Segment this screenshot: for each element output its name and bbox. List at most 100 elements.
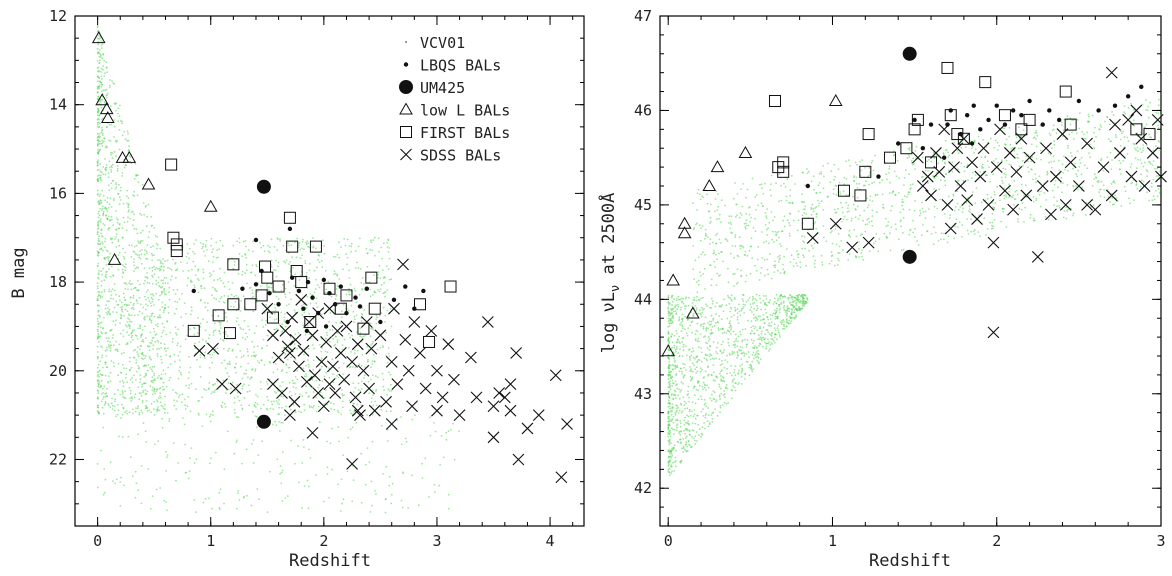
lbqs-bals-point: [357, 304, 363, 309]
vcv01-point: [368, 392, 371, 395]
vcv01-point: [254, 401, 257, 404]
vcv01-point: [370, 480, 373, 483]
vcv01-point: [1103, 189, 1105, 191]
vcv01-point: [946, 241, 949, 244]
sdss-bals-point: [357, 364, 370, 377]
vcv01-point: [687, 393, 690, 395]
vcv01-point: [709, 353, 711, 356]
vcv01-point: [238, 241, 241, 244]
vcv01-point: [283, 260, 285, 263]
vcv01-point: [146, 244, 149, 247]
sdss-bals-point: [470, 391, 483, 404]
vcv01-point: [699, 309, 701, 311]
vcv01-point: [1053, 143, 1056, 146]
vcv01-point: [152, 294, 155, 297]
vcv01-point: [783, 215, 786, 218]
vcv01-point: [843, 176, 846, 179]
vcv01-point: [371, 374, 374, 376]
vcv01-point: [298, 410, 301, 413]
vcv01-point: [715, 399, 718, 401]
vcv01-point: [122, 391, 124, 394]
vcv01-point: [733, 371, 736, 374]
vcv01-point: [117, 374, 120, 377]
vcv01-point: [102, 267, 105, 270]
vcv01-point: [101, 90, 103, 93]
vcv01-point: [760, 308, 762, 311]
vcv01-point: [299, 393, 301, 396]
vcv01-point: [681, 313, 684, 316]
vcv01-point: [168, 267, 171, 270]
vcv01-point: [251, 289, 254, 291]
vcv01-point: [667, 330, 670, 333]
vcv01-point: [697, 381, 700, 384]
vcv01-point: [390, 502, 393, 505]
vcv01-point: [1018, 208, 1021, 210]
vcv01-point: [718, 385, 721, 388]
vcv01-point: [375, 314, 378, 317]
vcv01-point: [210, 457, 212, 460]
vcv01-point: [106, 126, 108, 128]
vcv01-point: [151, 259, 154, 262]
vcv01-point: [686, 445, 688, 448]
vcv01-point: [672, 314, 675, 317]
vcv01-point: [718, 238, 721, 241]
vcv01-point: [294, 333, 297, 335]
vcv01-point: [146, 390, 149, 393]
vcv01-point: [107, 307, 109, 309]
vcv01-point: [115, 246, 118, 248]
vcv01-point: [295, 256, 298, 259]
vcv01-point: [309, 262, 311, 265]
vcv01-point: [300, 411, 303, 414]
vcv01-point: [757, 334, 760, 337]
vcv01-point: [1072, 119, 1075, 121]
vcv01-point: [147, 364, 150, 366]
vcv01-point: [852, 203, 855, 206]
vcv01-point: [251, 292, 254, 295]
vcv01-point: [115, 300, 118, 303]
vcv01-point: [349, 428, 352, 431]
vcv01-point: [956, 149, 959, 152]
sdss-bals-point: [267, 329, 279, 342]
sdss-bals-point: [329, 387, 342, 399]
vcv01-point: [188, 371, 191, 374]
lbqs-bals-point: [403, 284, 408, 289]
vcv01-point: [754, 319, 757, 322]
vcv01-point: [115, 141, 117, 143]
vcv01-point: [119, 189, 122, 192]
vcv01-point: [742, 351, 745, 354]
vcv01-point: [755, 293, 758, 296]
vcv01-point: [736, 345, 739, 348]
vcv01-point: [296, 347, 298, 350]
vcv01-point: [700, 227, 702, 230]
vcv01-point: [829, 181, 832, 184]
vcv01-point: [705, 413, 708, 415]
vcv01-point: [1000, 220, 1003, 223]
vcv01-point: [326, 440, 328, 443]
vcv01-point: [98, 251, 100, 254]
vcv01-point: [700, 360, 703, 363]
vcv01-point: [858, 182, 861, 185]
vcv01-point: [911, 163, 914, 166]
vcv01-point: [210, 356, 213, 359]
vcv01-point: [449, 429, 452, 431]
vcv01-point: [691, 302, 694, 304]
vcv01-point: [1136, 183, 1138, 185]
vcv01-point: [699, 428, 701, 430]
vcv01-point: [270, 286, 273, 289]
vcv01-point: [256, 345, 259, 348]
vcv01-point: [97, 385, 100, 388]
vcv01-point: [682, 317, 684, 320]
vcv01-point: [702, 327, 705, 330]
vcv01-point: [190, 309, 193, 312]
vcv01-point: [369, 511, 372, 513]
vcv01-point: [710, 220, 712, 223]
vcv01-point: [180, 316, 183, 319]
vcv01-point: [667, 296, 670, 299]
vcv01-point: [305, 385, 307, 388]
vcv01-point: [307, 347, 310, 350]
vcv01-point: [1024, 184, 1027, 187]
vcv01-point: [841, 220, 843, 223]
vcv01-point: [343, 237, 345, 240]
vcv01-point: [120, 417, 122, 419]
sdss-bals-point: [408, 316, 421, 328]
